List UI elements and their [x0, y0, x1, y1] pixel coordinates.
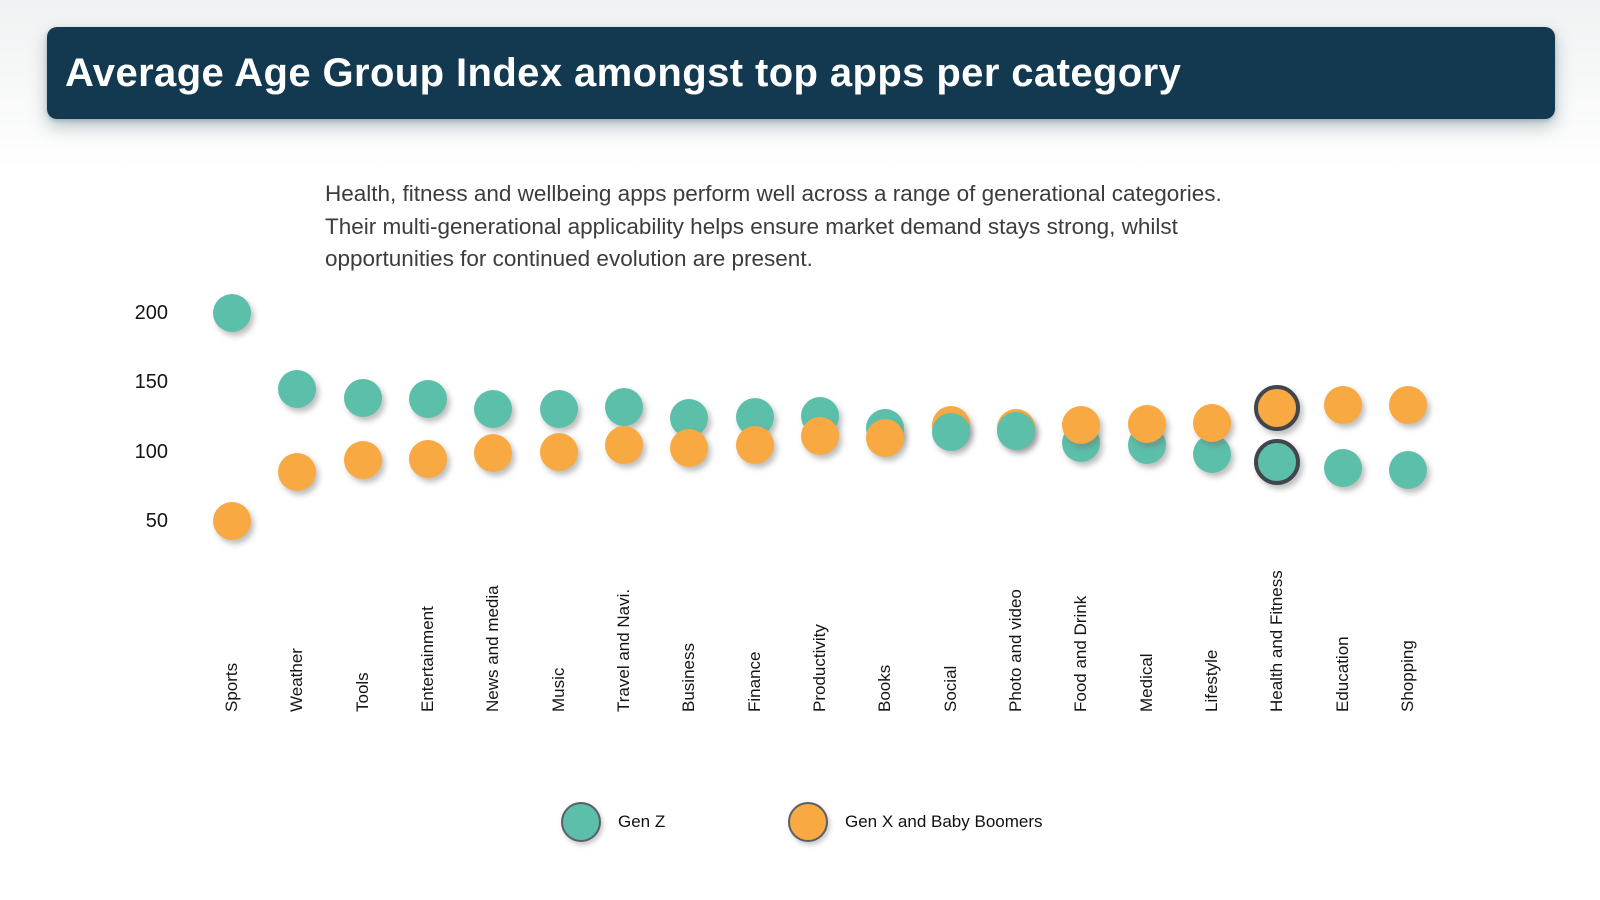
x-axis-label-travel-and-navi: Travel and Navi. [613, 588, 633, 712]
title-bar: Average Age Group Index amongst top apps… [47, 27, 1555, 119]
dot-gen-z-shopping [1388, 450, 1427, 489]
y-tick-label-50: 50 [145, 510, 168, 532]
dot-gen-x-and-baby-boomers-business [670, 428, 709, 467]
dot-gen-z-sports [213, 294, 251, 332]
dot-gen-x-and-baby-boomers-books [866, 418, 905, 457]
dot-gen-x-and-baby-boomers-medical [1127, 404, 1166, 443]
dot-gen-x-and-baby-boomers-health-and-fitness [1253, 385, 1300, 432]
dot-gen-z-social [931, 413, 970, 452]
y-tick-label-150: 150 [134, 371, 168, 394]
dot-gen-z-photo-and-video [996, 411, 1035, 450]
x-axis-label-photo-and-video: Photo and video [1005, 589, 1025, 712]
dot-gen-x-and-baby-boomers-tools [343, 440, 382, 479]
dot-gen-x-and-baby-boomers-shopping [1388, 385, 1427, 424]
dot-gen-x-and-baby-boomers-entertainment [408, 439, 447, 478]
dot-gen-x-and-baby-boomers-travel-and-navi [604, 425, 643, 464]
x-axis-label-social: Social [940, 665, 960, 712]
legend-swatch-gen-z [561, 802, 601, 842]
dot-gen-x-and-baby-boomers-education [1323, 385, 1362, 424]
dot-gen-x-and-baby-boomers-sports [213, 502, 251, 540]
legend-swatch-gen-x-and-baby-boomers [788, 802, 828, 842]
x-axis-label-medical: Medical [1136, 653, 1156, 712]
legend-item-gen-z: Gen Z [561, 802, 665, 842]
legend-label-gen-z: Gen Z [618, 812, 666, 831]
dot-gen-x-and-baby-boomers-music [539, 432, 578, 471]
x-axis-label-business: Business [679, 643, 699, 712]
dot-gen-z-health-and-fitness [1253, 439, 1300, 486]
dot-gen-z-entertainment [408, 379, 447, 418]
x-axis-label-health-and-fitness: Health and Fitness [1267, 570, 1287, 712]
dot-gen-z-lifestyle [1192, 435, 1231, 474]
dot-gen-z-music [539, 389, 578, 428]
legend-label-gen-x-and-baby-boomers: Gen X and Baby Boomers [845, 812, 1043, 831]
dot-gen-x-and-baby-boomers-productivity [800, 417, 839, 456]
x-axis-label-weather: Weather [287, 648, 307, 712]
y-tick-label-100: 100 [134, 440, 168, 463]
x-axis-label-shopping: Shopping [1397, 640, 1417, 712]
legend-item-gen-x-and-baby-boomers: Gen X and Baby Boomers [788, 802, 1043, 842]
x-axis-label-entertainment: Entertainment [417, 606, 437, 712]
x-axis-label-productivity: Productivity [809, 624, 829, 712]
dot-gen-x-and-baby-boomers-weather [278, 453, 317, 492]
dot-gen-z-weather [278, 370, 317, 409]
x-axis-label-finance: Finance [744, 651, 764, 712]
dot-gen-z-education [1323, 449, 1362, 488]
x-axis-label-lifestyle: Lifestyle [1201, 649, 1221, 712]
y-tick-label-200: 200 [134, 302, 168, 324]
page-title: Average Age Group Index amongst top apps… [65, 50, 1182, 95]
dot-gen-x-and-baby-boomers-food-and-drink [1062, 406, 1101, 445]
dot-gen-z-news-and-media [474, 389, 513, 428]
chart-description: Health, fitness and wellbeing apps perfo… [325, 181, 1222, 271]
x-axis-label-music: Music [548, 667, 568, 712]
dot-gen-x-and-baby-boomers-news-and-media [474, 434, 513, 473]
dot-gen-x-and-baby-boomers-lifestyle [1192, 403, 1231, 442]
x-axis-label-news-and-media: News and media [483, 585, 503, 712]
dot-gen-z-tools [343, 378, 382, 417]
x-axis-label-education: Education [1332, 636, 1352, 712]
dot-gen-z-travel-and-navi [604, 388, 643, 427]
x-axis-label-food-and-drink: Food and Drink [1071, 595, 1091, 712]
x-axis-label-books: Books [875, 664, 895, 712]
x-axis-label-tools: Tools [352, 672, 372, 712]
dot-gen-x-and-baby-boomers-finance [735, 425, 774, 464]
